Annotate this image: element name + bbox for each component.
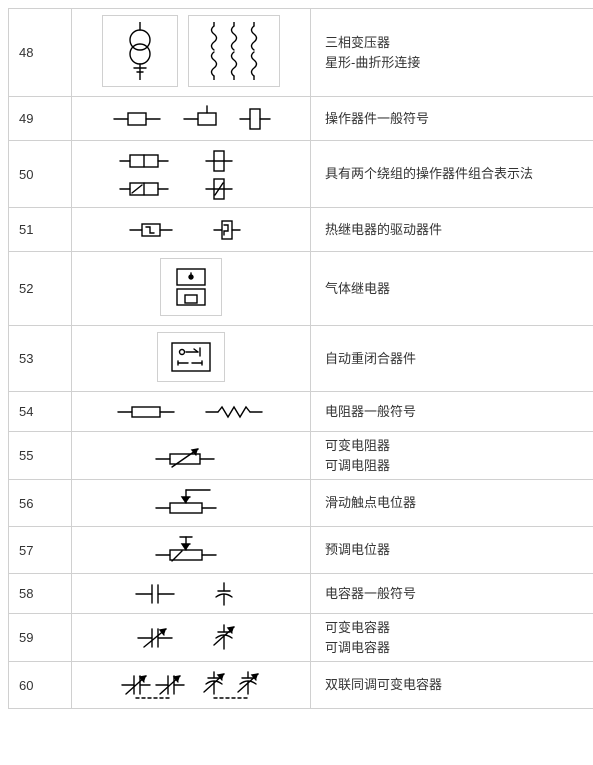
electrical-symbol-icon	[116, 581, 266, 607]
row-number: 55	[9, 432, 72, 480]
row-number: 52	[9, 252, 72, 326]
description-line: 可调电阻器	[325, 456, 593, 476]
description-cell: 可变电容器可调电容器	[311, 614, 593, 662]
description-cell: 滑动触点电位器	[311, 480, 593, 527]
electrical-symbol-icon	[102, 15, 280, 90]
description-line: 电阻器一般符号	[325, 402, 593, 422]
table-row: 54 电阻器一般符号	[9, 392, 593, 432]
description-cell: 双联同调可变电容器	[311, 662, 593, 709]
row-number: 58	[9, 574, 72, 614]
symbol-cell	[72, 97, 311, 141]
table-row: 56 滑动触点电位器	[9, 480, 593, 527]
description-line: 可变电阻器	[325, 436, 593, 456]
symbol-cell	[72, 9, 311, 97]
table-row: 48 三相变压器星形-曲折形连接	[9, 9, 593, 97]
table-row: 60 双联同调可变电容器	[9, 662, 593, 709]
symbol-cell	[72, 141, 311, 208]
row-number: 53	[9, 326, 72, 392]
symbol-cell	[72, 432, 311, 480]
description-line: 预调电位器	[325, 540, 593, 560]
electrical-symbol-icon	[106, 104, 276, 134]
electrical-symbol-icon	[116, 623, 266, 653]
electrical-symbol-icon	[106, 668, 276, 702]
row-number: 57	[9, 527, 72, 574]
electrical-symbol-icon	[160, 258, 222, 319]
symbol-table: 48 三相变压器星形-曲折形连接 49 操作器件一般符号 50 具有两个绕组的操作器件组合…	[8, 8, 593, 709]
description-line: 星形-曲折形连接	[325, 53, 593, 73]
row-number: 54	[9, 392, 72, 432]
row-number: 50	[9, 141, 72, 208]
symbol-cell	[72, 527, 311, 574]
symbol-cell	[72, 392, 311, 432]
description-cell: 电容器一般符号	[311, 574, 593, 614]
table-row: 51 热继电器的驱动器件	[9, 208, 593, 252]
symbol-cell	[72, 252, 311, 326]
description-line: 电容器一般符号	[325, 584, 593, 604]
symbol-cell	[72, 480, 311, 527]
table-row: 59 可变电容器可调电容器	[9, 614, 593, 662]
symbol-cell	[72, 614, 311, 662]
row-number: 48	[9, 9, 72, 97]
description-line: 三相变压器	[325, 33, 593, 53]
table-row: 53 自动重闭合器件	[9, 326, 593, 392]
description-cell: 具有两个绕组的操作器件组合表示法	[311, 141, 593, 208]
description-line: 自动重闭合器件	[325, 349, 593, 369]
electrical-symbol-icon	[106, 401, 276, 423]
electrical-symbol-icon	[157, 332, 225, 385]
description-line: 操作器件一般符号	[325, 109, 593, 129]
table-row: 58 电容器一般符号	[9, 574, 593, 614]
description-line: 可调电容器	[325, 638, 593, 658]
description-cell: 可变电阻器可调电阻器	[311, 432, 593, 480]
description-cell: 气体继电器	[311, 252, 593, 326]
description-line: 双联同调可变电容器	[325, 675, 593, 695]
description-line: 具有两个绕组的操作器件组合表示法	[325, 164, 593, 184]
row-number: 60	[9, 662, 72, 709]
symbol-cell	[72, 208, 311, 252]
electrical-symbol-icon	[136, 533, 246, 567]
description-cell: 三相变压器星形-曲折形连接	[311, 9, 593, 97]
electrical-symbol-icon	[116, 215, 266, 245]
symbol-cell	[72, 662, 311, 709]
electrical-symbol-icon	[106, 147, 276, 201]
table-row: 50 具有两个绕组的操作器件组合表示法	[9, 141, 593, 208]
description-line: 气体继电器	[325, 279, 593, 299]
row-number: 56	[9, 480, 72, 527]
description-cell: 电阻器一般符号	[311, 392, 593, 432]
symbol-cell	[72, 326, 311, 392]
description-cell: 预调电位器	[311, 527, 593, 574]
symbol-cell	[72, 574, 311, 614]
row-number: 51	[9, 208, 72, 252]
table-body: 48 三相变压器星形-曲折形连接 49 操作器件一般符号 50 具有两个绕组的操作器件组合…	[9, 9, 593, 709]
description-line: 可变电容器	[325, 618, 593, 638]
description-cell: 热继电器的驱动器件	[311, 208, 593, 252]
table-row: 49 操作器件一般符号	[9, 97, 593, 141]
description-cell: 自动重闭合器件	[311, 326, 593, 392]
electrical-symbol-icon	[136, 486, 246, 520]
table-row: 57 预调电位器	[9, 527, 593, 574]
row-number: 49	[9, 97, 72, 141]
table-row: 52 气体继电器	[9, 252, 593, 326]
table-row: 55 可变电阻器可调电阻器	[9, 432, 593, 480]
row-number: 59	[9, 614, 72, 662]
electrical-symbol-icon	[136, 441, 246, 471]
description-line: 热继电器的驱动器件	[325, 220, 593, 240]
description-cell: 操作器件一般符号	[311, 97, 593, 141]
description-line: 滑动触点电位器	[325, 493, 593, 513]
